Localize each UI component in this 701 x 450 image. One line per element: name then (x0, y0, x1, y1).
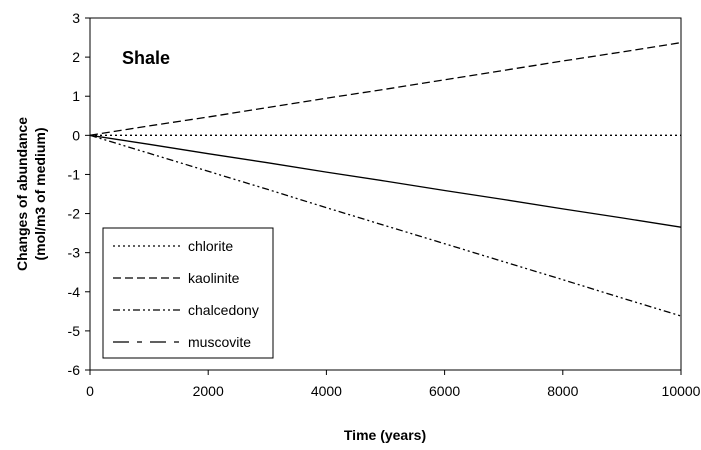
x-axis-title: Time (years) (344, 427, 426, 443)
y-tick-label: -6 (68, 362, 81, 378)
series-line-chalcedony (89, 134, 682, 317)
series-group (89, 41, 682, 317)
y-axis: 3 2 1 0 -1 -2 -3 -4 -5 -6 (68, 10, 90, 378)
y-tick-label: -4 (68, 284, 81, 300)
x-tick-label: 6000 (429, 383, 460, 399)
y-tick-label: -2 (68, 206, 81, 222)
y-axis-title-line2: (mol/m3 of medium) (32, 127, 48, 260)
x-tick-label: 2000 (193, 383, 224, 399)
y-tick-label: 2 (72, 49, 80, 65)
plot-frame (89, 17, 682, 371)
legend-label-kaolinite: kaolinite (188, 270, 240, 286)
legend-label-chalcedony: chalcedony (188, 302, 259, 318)
legend-label-chlorite: chlorite (188, 238, 233, 254)
y-tick-label: -1 (68, 166, 81, 182)
x-tick-label: 0 (86, 383, 94, 399)
series-line-muscovite (89, 134, 682, 228)
legend-box (102, 227, 274, 359)
y-axis-title-line1: Changes of abundance (14, 117, 30, 271)
legend: chlorite kaolinite chalcedony muscovite (102, 227, 274, 359)
y-tick-label: 3 (72, 10, 80, 26)
plot-area (89, 17, 682, 371)
x-tick-label: 8000 (547, 383, 578, 399)
y-tick-label: 1 (72, 88, 80, 104)
y-tick-label: -5 (68, 323, 81, 339)
x-tick-label: 4000 (311, 383, 342, 399)
x-tick-label: 10000 (662, 383, 701, 399)
chart-annotation: Shale (122, 48, 170, 68)
y-tick-label: -3 (68, 245, 81, 261)
legend-label-muscovite: muscovite (188, 334, 251, 350)
x-axis: 0 2000 4000 6000 8000 10000 (86, 370, 701, 399)
series-line-kaolinite (89, 41, 682, 136)
y-tick-label: 0 (72, 127, 80, 143)
